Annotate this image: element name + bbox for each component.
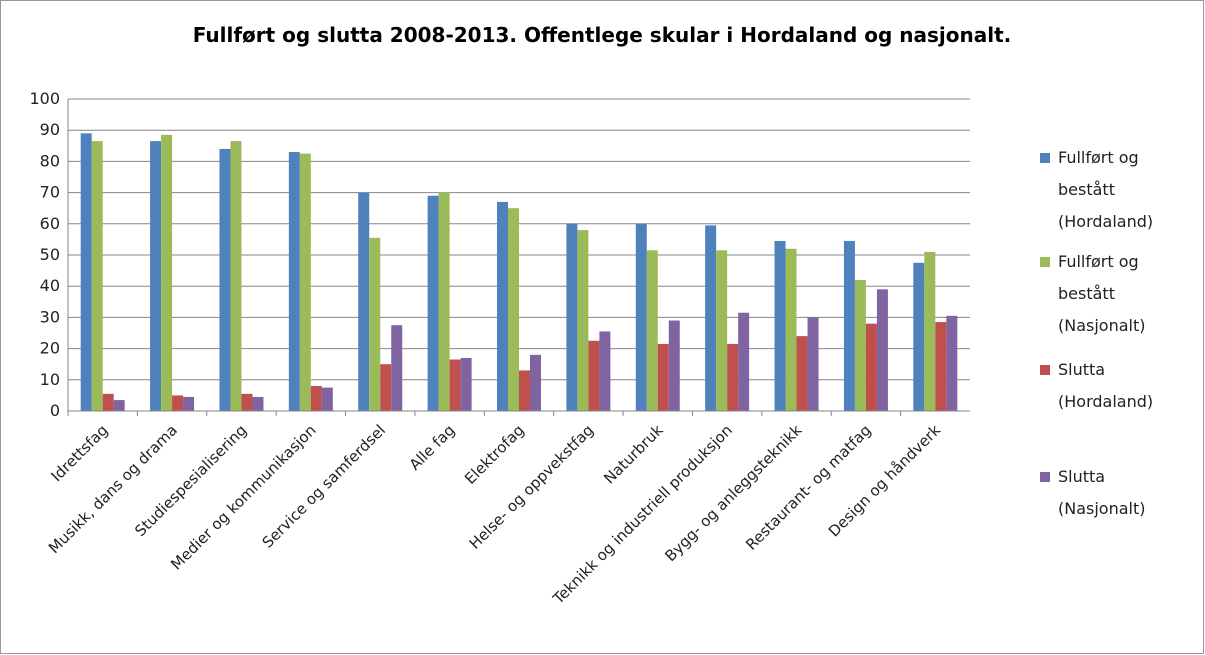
- bar: [102, 393, 114, 411]
- bar: [460, 357, 472, 411]
- legend-label: Fullført og bestått (Hordaland): [1058, 148, 1154, 231]
- bar: [172, 395, 184, 411]
- bar: [913, 262, 925, 411]
- bar: [635, 223, 647, 411]
- y-tick-label: 10: [40, 370, 60, 389]
- bar: [391, 325, 403, 411]
- bar: [427, 195, 439, 411]
- bar: [599, 331, 611, 411]
- bar: [288, 152, 300, 412]
- bar: [219, 148, 231, 412]
- y-tick-label: 30: [40, 307, 60, 326]
- bar: [668, 320, 680, 411]
- bar: [91, 141, 103, 411]
- legend-swatch: [1040, 472, 1050, 482]
- y-tick-label: 80: [40, 151, 60, 170]
- bar: [738, 312, 750, 411]
- legend-item: Fullført og bestått (Nasjonalt): [1040, 246, 1190, 342]
- y-tick-label: 100: [29, 89, 60, 108]
- legend-item: Fullført og bestått (Hordaland): [1040, 142, 1190, 238]
- bar: [785, 248, 797, 411]
- bar: [577, 230, 589, 411]
- y-tick-label: 50: [40, 245, 60, 264]
- legend-label: Fullført og bestått (Nasjonalt): [1058, 252, 1146, 335]
- bar: [588, 340, 600, 411]
- bar: [380, 364, 392, 411]
- bar: [449, 359, 461, 411]
- legend-item: Slutta (Nasjonalt): [1040, 461, 1190, 525]
- bar: [438, 192, 450, 411]
- bar: [854, 279, 866, 411]
- bar: [241, 393, 253, 411]
- y-tick-label: 60: [40, 214, 60, 233]
- bar: [230, 141, 242, 411]
- bar: [150, 141, 162, 411]
- bar: [774, 240, 786, 411]
- bar: [358, 192, 370, 411]
- legend-swatch: [1040, 257, 1050, 267]
- bar: [935, 322, 947, 411]
- bar: [369, 237, 381, 411]
- bar: [161, 134, 173, 411]
- bar: [876, 289, 888, 411]
- legend-swatch: [1040, 365, 1050, 375]
- bar: [113, 400, 125, 411]
- legend-label: Slutta (Hordaland): [1058, 360, 1154, 411]
- bar: [310, 386, 322, 411]
- bar: [705, 225, 717, 411]
- legend-label: Slutta (Nasjonalt): [1058, 467, 1146, 518]
- bar: [865, 323, 877, 411]
- bar: [321, 387, 333, 411]
- chart-title: Fullført og slutta 2008-2013. Offentlege…: [193, 23, 1012, 47]
- y-tick-label: 40: [40, 276, 60, 295]
- y-tick-label: 0: [50, 401, 60, 420]
- bar: [796, 336, 808, 411]
- bar: [924, 251, 936, 411]
- bar: [183, 396, 195, 411]
- bar: [657, 343, 669, 411]
- bar: [508, 208, 519, 411]
- bar: [252, 396, 264, 411]
- bar: [843, 240, 855, 411]
- legend-swatch: [1040, 153, 1050, 163]
- y-tick-label: 90: [40, 120, 60, 139]
- bar: [299, 153, 311, 411]
- legend-item: Slutta (Hordaland): [1040, 354, 1190, 418]
- bar: [530, 354, 541, 411]
- y-tick-label: 70: [40, 183, 60, 202]
- bar: [566, 223, 578, 411]
- bar: [716, 250, 728, 411]
- bar: [946, 315, 958, 411]
- bar: [80, 133, 92, 411]
- bar: [646, 250, 658, 411]
- bar: [497, 201, 508, 411]
- bar: [727, 343, 739, 411]
- bar: [807, 317, 819, 411]
- y-tick-label: 20: [40, 339, 60, 358]
- bar: [519, 370, 530, 411]
